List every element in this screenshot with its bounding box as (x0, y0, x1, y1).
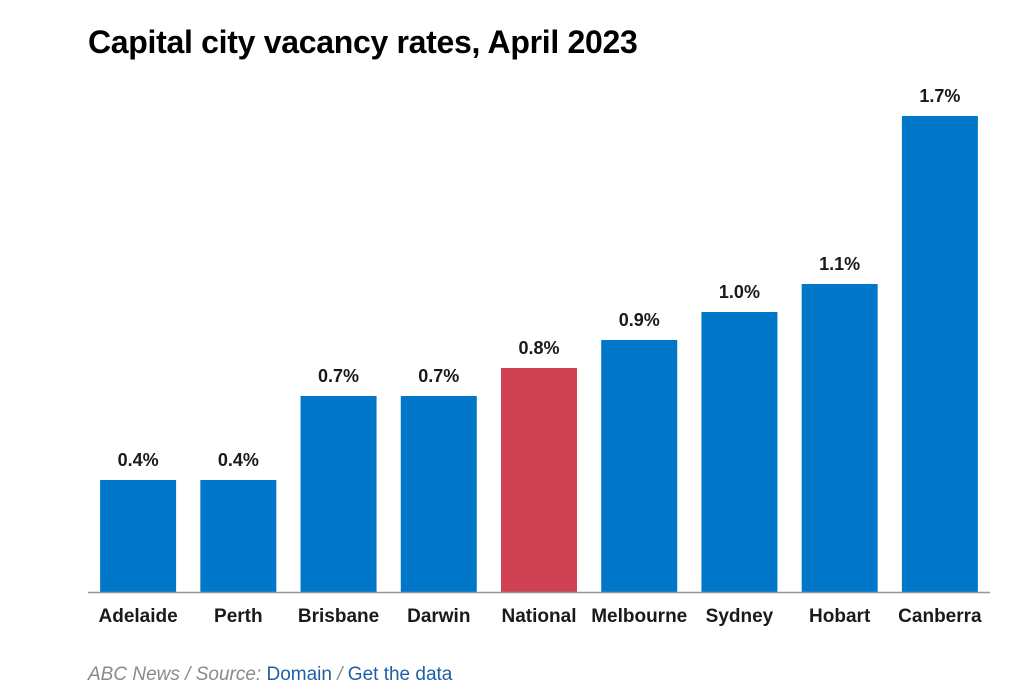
bar-adelaide (100, 480, 177, 592)
bar-hobart (801, 284, 878, 592)
bar-brisbane (300, 396, 377, 592)
bar-darwin (400, 396, 477, 592)
value-label-canberra: 1.7% (919, 86, 960, 106)
value-label-brisbane: 0.7% (318, 366, 359, 386)
bar-canberra (901, 116, 978, 592)
footer-separator: / (331, 664, 348, 685)
source-label: Source: (195, 664, 267, 685)
get-data-link[interactable]: Get the data (347, 664, 453, 685)
bar-national (501, 368, 577, 592)
value-label-national: 0.8% (518, 338, 559, 358)
category-labels-group: Adelaide Perth Brisbane Darwin National Melbo… (99, 606, 983, 627)
category-label-adelaide: Adelaide (99, 606, 178, 627)
chart-footer: ABC News / Source: Domain / Get the data (88, 664, 452, 686)
category-label-hobart: Hobart (809, 606, 871, 627)
category-label-national: National (502, 606, 577, 627)
source-link[interactable]: Domain (266, 664, 332, 685)
category-label-melbourne: Melbourne (591, 606, 687, 627)
bar-chart: 0.4% 0.4% 0.7% 0.7% 0.8% 0.9% 1.0% 1.1% 1.7% Ade… (88, 86, 990, 627)
category-label-brisbane: Brisbane (298, 606, 379, 627)
value-label-adelaide: 0.4% (118, 450, 159, 470)
value-label-sydney: 1.0% (719, 282, 760, 302)
bar-sydney (701, 312, 778, 592)
bars-group (100, 116, 978, 592)
value-label-hobart: 1.1% (819, 254, 860, 274)
category-label-perth: Perth (214, 606, 263, 627)
footer-separator: / (179, 664, 196, 685)
chart-title: Capital city vacancy rates, April 2023 (88, 24, 638, 60)
category-label-canberra: Canberra (898, 606, 982, 627)
publisher-text: ABC News (88, 664, 180, 685)
value-label-melbourne: 0.9% (619, 310, 660, 330)
category-label-sydney: Sydney (706, 606, 774, 627)
value-label-darwin: 0.7% (418, 366, 459, 386)
value-labels-group: 0.4% 0.4% 0.7% 0.7% 0.8% 0.9% 1.0% 1.1% 1.7% (118, 86, 961, 470)
value-label-perth: 0.4% (218, 450, 259, 470)
bar-melbourne (601, 340, 678, 592)
category-label-darwin: Darwin (407, 606, 470, 627)
bar-perth (200, 480, 277, 592)
